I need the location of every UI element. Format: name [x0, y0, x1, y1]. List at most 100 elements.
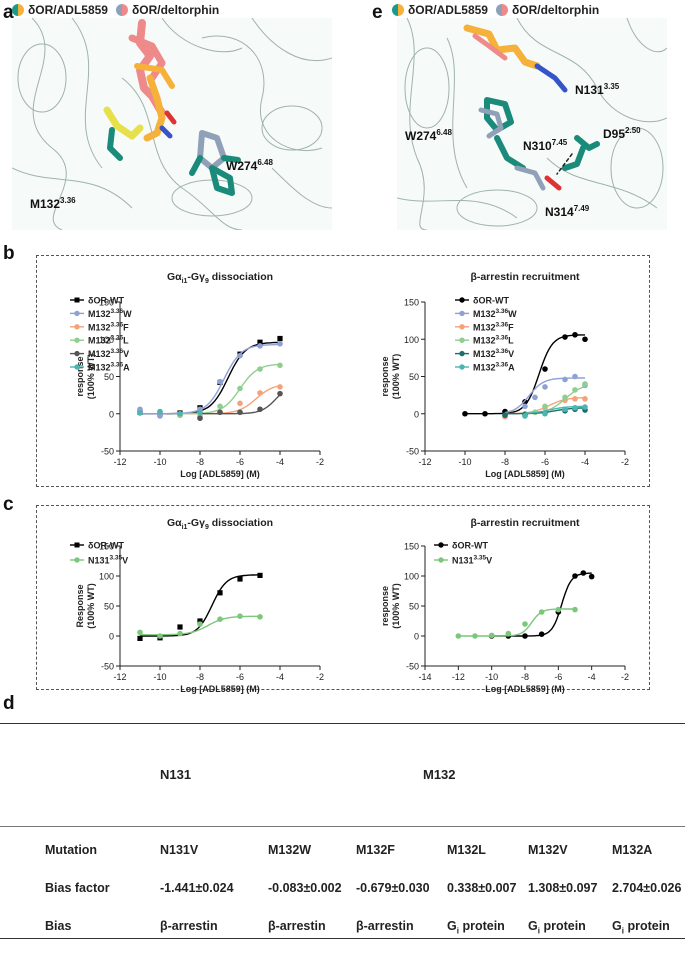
- data-point: [532, 394, 538, 401]
- data-point: [542, 384, 548, 390]
- legend-label: M1323.36F: [473, 321, 514, 332]
- cell-subscript: i: [456, 926, 459, 936]
- residue-label-m132: M1323.36: [30, 196, 76, 211]
- data-point: [237, 613, 243, 619]
- legend-label-adl5859: δOR/ADL5859: [28, 3, 108, 17]
- legend-label: M1323.36A: [88, 362, 130, 373]
- y-tick-label: -50: [406, 662, 419, 672]
- data-point: [277, 335, 283, 342]
- series-5: [137, 408, 203, 417]
- deltorphin-color-key: [115, 4, 128, 16]
- data-point: [197, 415, 203, 422]
- legend-label-deltorphin: δOR/deltorphin: [131, 3, 220, 17]
- chart-title: Gαi1-Gγ9 dissociation: [167, 271, 273, 285]
- data-point: [217, 409, 223, 416]
- data-point: [542, 366, 548, 372]
- data-point: [472, 633, 478, 639]
- data-point: [572, 606, 578, 613]
- data-point: [237, 400, 243, 407]
- legend-label: M1323.36V: [88, 348, 129, 359]
- x-tick-label: -10: [485, 672, 498, 682]
- data-point: [538, 631, 545, 637]
- x-tick-label: -6: [236, 672, 244, 682]
- x-axis-label: Log [ADL5859] (M): [180, 469, 260, 479]
- residue-name: N310: [523, 139, 552, 153]
- residue-number: 3.35: [603, 82, 620, 91]
- legend-marker: [459, 324, 465, 330]
- data-point: [572, 331, 578, 338]
- data-point: [217, 590, 223, 596]
- table-cell: -1.441±0.024: [160, 881, 234, 895]
- legend-marker: [74, 557, 80, 563]
- x-tick-label: -8: [196, 672, 204, 682]
- table-cell: -0.083±0.002: [268, 881, 342, 895]
- y-tick-label: 0: [109, 632, 114, 642]
- table-cell: M132V: [528, 843, 568, 857]
- legend-label: δOR-WT: [452, 541, 488, 551]
- y-tick-label: 0: [414, 409, 419, 419]
- structure-legend-a: δOR/ADL5859 δOR/deltorphin: [12, 3, 219, 17]
- chart-c-right: β-arrestin recruitment -50 0 50 100 150 -14 -12…: [380, 517, 629, 694]
- legend-label-deltorphin: δOR/deltorphin: [511, 3, 600, 17]
- legend-label: N1313.35V: [88, 555, 128, 566]
- residue-name: D95: [603, 127, 626, 141]
- data-point: [522, 403, 528, 410]
- data-point: [257, 343, 263, 349]
- table-top-rule: [0, 723, 685, 725]
- x-tick-label: -2: [621, 457, 629, 467]
- series-5: [522, 404, 588, 419]
- cell-subscript: i: [621, 926, 624, 936]
- residue-number: 7.45: [551, 138, 568, 147]
- panel-letter-c: c: [3, 494, 14, 515]
- data-point: [177, 630, 183, 637]
- legend-label: N1313.35V: [452, 555, 492, 566]
- data-point: [137, 635, 143, 641]
- data-point: [542, 403, 548, 410]
- data-point: [522, 633, 528, 639]
- data-point: [277, 384, 283, 390]
- series-1: [137, 613, 263, 639]
- x-tick-label: -8: [521, 672, 529, 682]
- table-cell: 2.704±0.026: [612, 881, 682, 895]
- panel-letter-e: e: [372, 2, 383, 23]
- legend-label: M1323.36F: [88, 321, 129, 332]
- legend-marker: [459, 337, 465, 343]
- table-cell: Gi protein: [528, 919, 586, 936]
- data-point: [572, 573, 578, 579]
- x-tick-label: -12: [452, 672, 465, 682]
- table-cell: M132A: [612, 843, 653, 857]
- data-point: [582, 381, 588, 387]
- chart-title: Gαi1-Gγ9 dissociation: [167, 517, 273, 531]
- legend-label: M1323.36A: [473, 362, 515, 373]
- x-tick-label: -12: [113, 457, 126, 467]
- fit-curve: [180, 363, 281, 415]
- row-label: Mutation: [45, 843, 98, 857]
- data-point: [157, 633, 163, 639]
- table-cell: M132W: [268, 843, 312, 857]
- y-tick-label: -50: [101, 447, 114, 457]
- series-1: [502, 373, 588, 419]
- residue-name: N314: [545, 205, 574, 219]
- table-bottom-rule: [0, 938, 685, 940]
- structure-render-a: [12, 18, 332, 230]
- x-tick-label: -14: [418, 672, 431, 682]
- x-tick-label: -8: [501, 457, 509, 467]
- legend-label: M1323.36L: [88, 335, 129, 346]
- residue-number: 7.49: [573, 204, 590, 213]
- data-point: [257, 366, 263, 372]
- x-axis-label: Log [ADL5859] (M): [485, 469, 565, 479]
- x-tick-label: -8: [196, 457, 204, 467]
- residue-label-d95: D952.50: [603, 126, 641, 141]
- legend-label: M1323.36V: [473, 348, 514, 359]
- table-cell: 1.308±0.097: [528, 881, 598, 895]
- data-point: [257, 572, 263, 578]
- residue-number: 3.36: [60, 196, 76, 205]
- legend-marker: [74, 542, 80, 548]
- residue-number: 2.50: [625, 126, 641, 135]
- table-cell: -0.679±0.030: [356, 881, 430, 895]
- residue-name: W274: [226, 159, 258, 173]
- legend-label: δOR-WT: [88, 541, 124, 551]
- x-tick-label: -10: [153, 672, 166, 682]
- x-tick-label: -10: [153, 457, 166, 467]
- data-point: [217, 616, 223, 622]
